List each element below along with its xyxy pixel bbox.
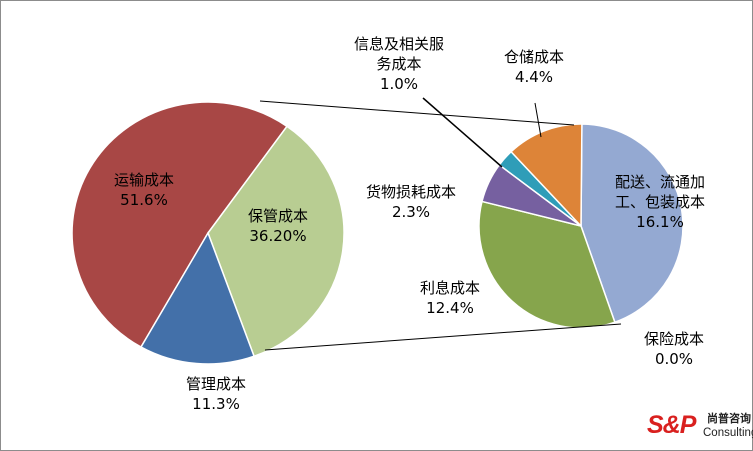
label-storage-keeping-cost: 保管成本 36.20% [248, 207, 308, 245]
label-transport-cost: 运输成本 51.6% [114, 171, 174, 209]
connector-line-bottom [264, 323, 622, 351]
company-logo: S&P 尚普咨询 Consulting [647, 407, 753, 449]
label-cargo-loss-cost: 货物损耗成本 2.3% [366, 183, 456, 221]
primary-slice-3 [139, 231, 256, 365]
label-management-cost: 管理成本 11.3% [186, 375, 246, 413]
secondary-slice-6 [510, 123, 583, 228]
label-distribution-cost: 配送、流通加工、包装成本 16.1% [615, 173, 705, 231]
primary-slice-2 [207, 125, 345, 358]
label-insurance-cost: 保险成本 0.0% [644, 330, 704, 368]
secondary-slice-1 [580, 123, 684, 324]
label-warehousing-cost: 仓储成本 4.4% [504, 48, 564, 86]
logo-english-name: Consulting [703, 427, 753, 439]
label-information-cost: 信息及相关服务成本 1.0% [354, 35, 444, 93]
leader-line-storage [534, 102, 542, 138]
connector-line-top [259, 100, 575, 126]
logo-mark: S&P [647, 411, 696, 439]
logo-chinese-name: 尚普咨询 [707, 412, 751, 425]
leader-line-info [422, 97, 503, 168]
secondary-slice-3 [478, 200, 616, 329]
primary-slice-1 [71, 101, 289, 349]
label-interest-cost: 利息成本 12.4% [420, 279, 480, 317]
